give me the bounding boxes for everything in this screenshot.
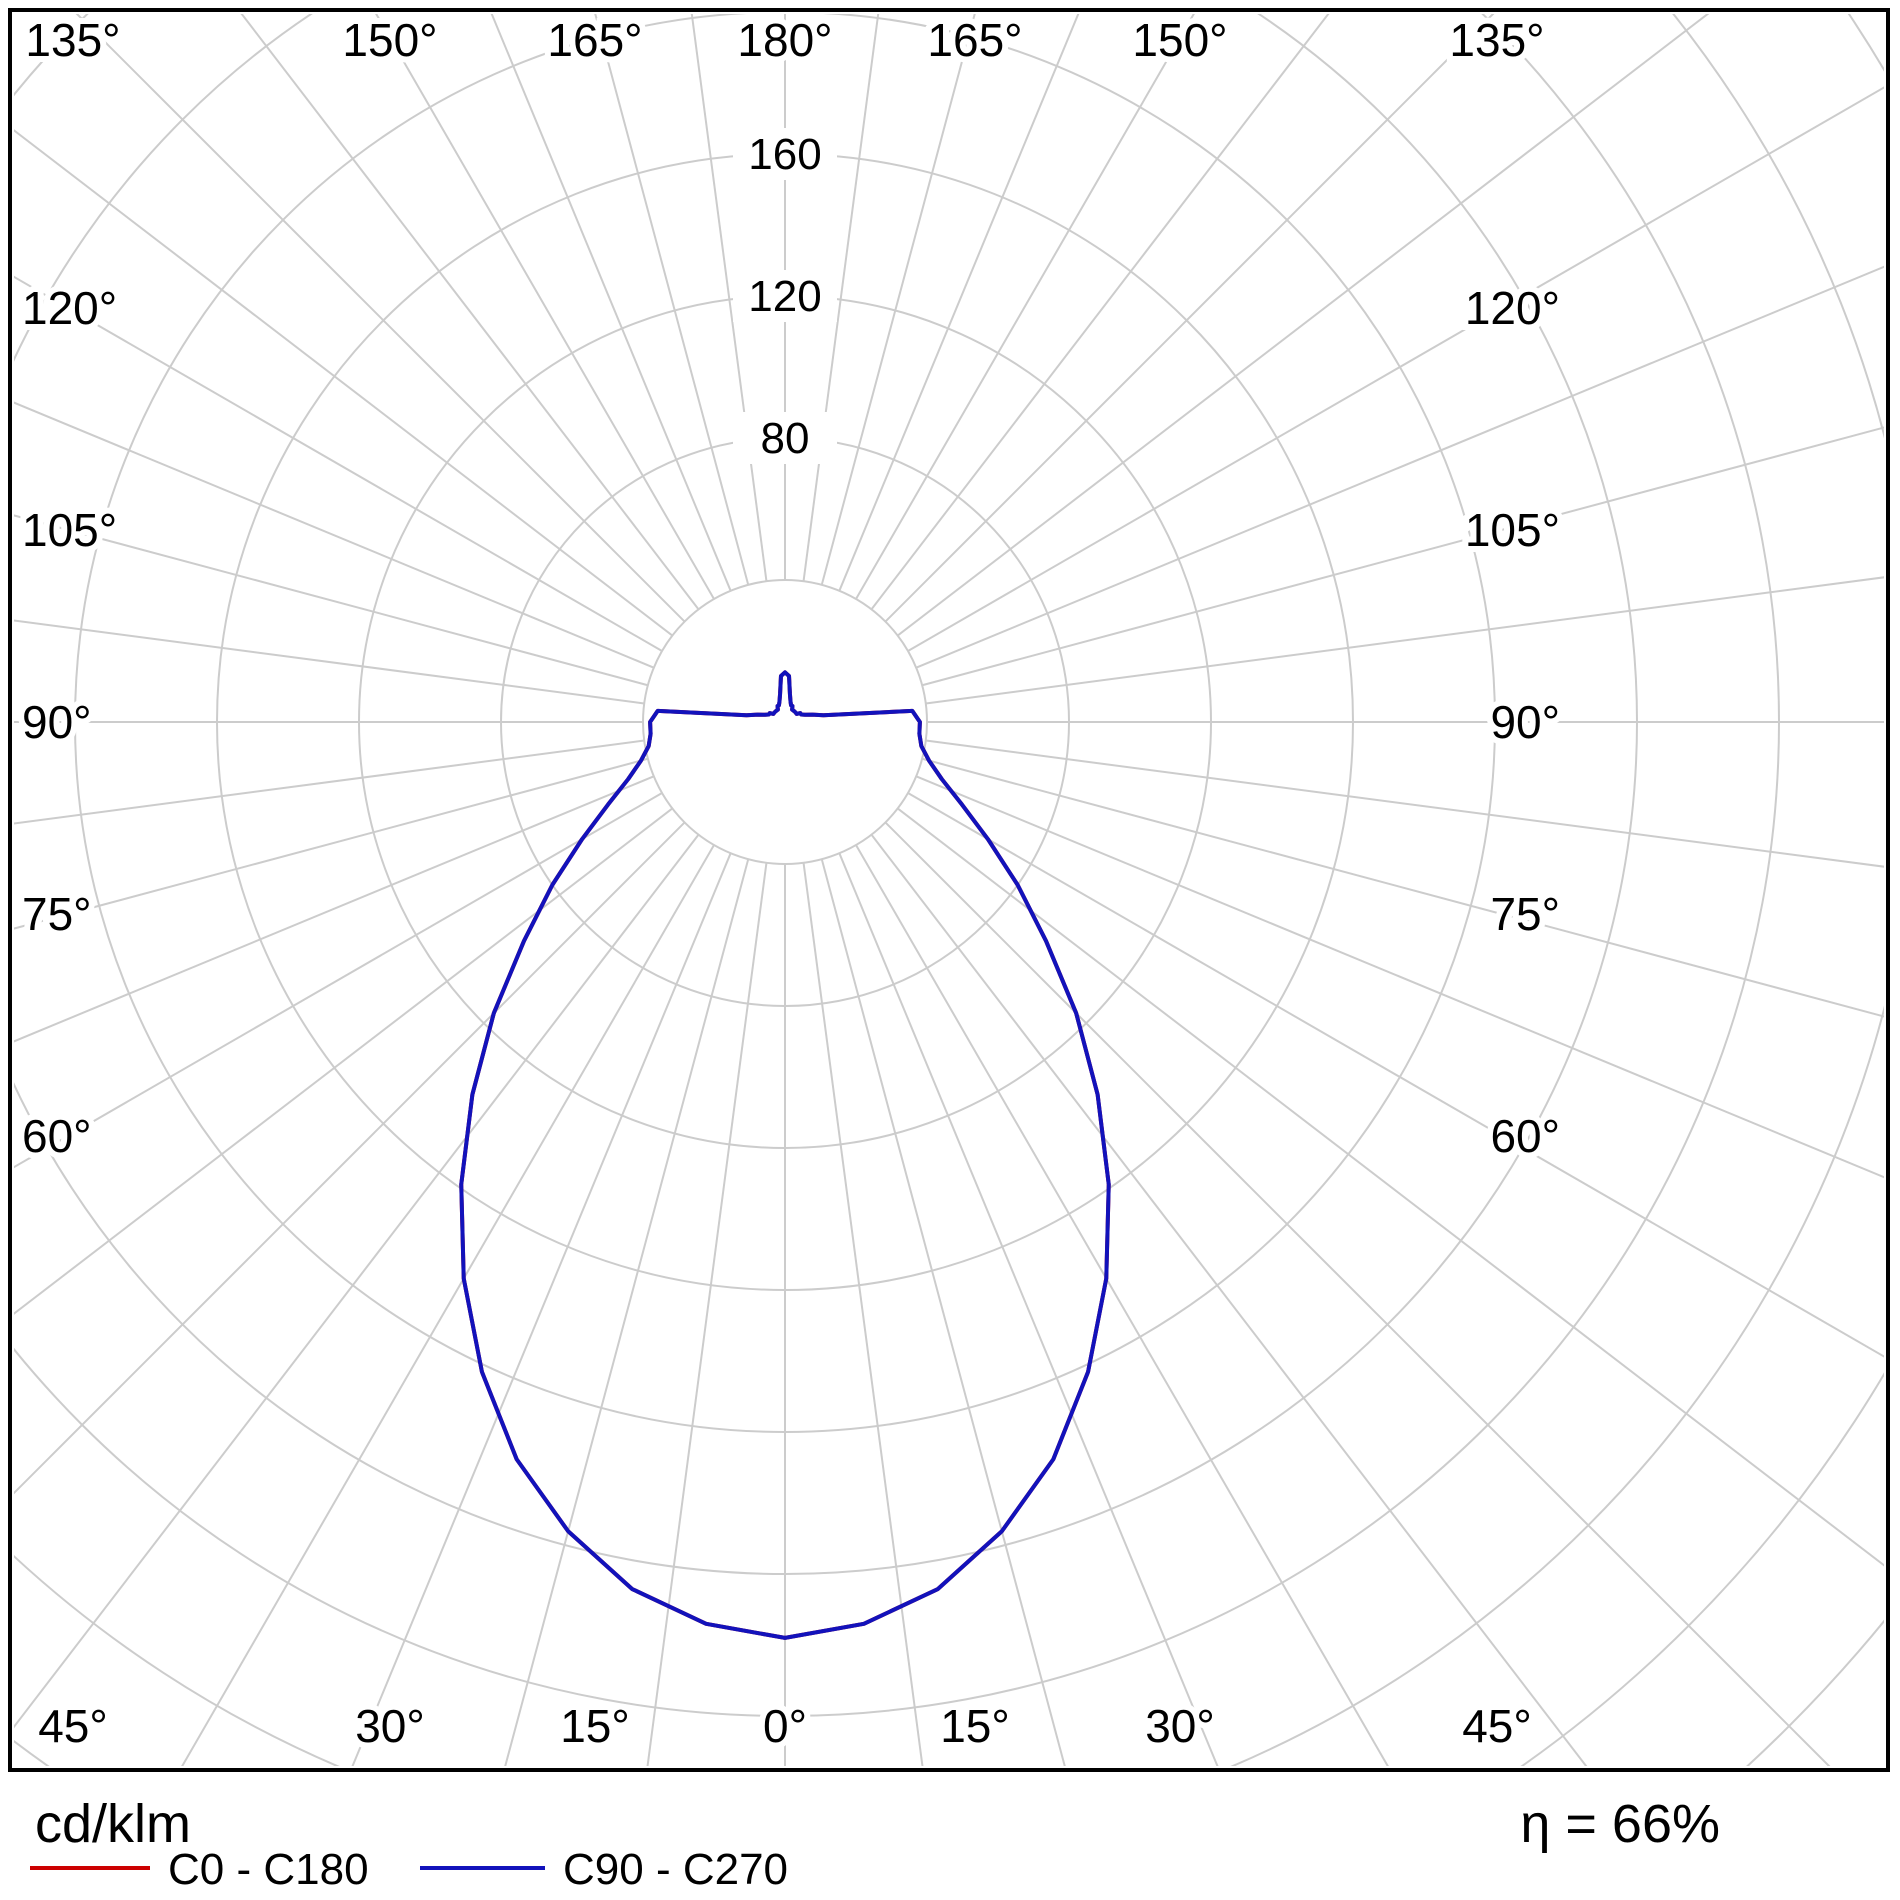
grid-ray	[802, 14, 880, 582]
efficiency-label: η = 66%	[1520, 1794, 1720, 1854]
grid-ray	[897, 14, 1710, 637]
grid-ray	[504, 858, 750, 1766]
grid-ray	[594, 14, 750, 586]
grid-ray	[14, 619, 645, 705]
angle-label: 150°	[1132, 14, 1227, 66]
angle-label: 180°	[737, 14, 832, 66]
grid-ray	[14, 757, 649, 930]
grid-ray	[14, 792, 663, 1169]
ring-label: 80	[761, 414, 810, 463]
angle-label: 150°	[342, 14, 437, 66]
grid-ray	[925, 576, 1884, 705]
angle-label: 165°	[927, 14, 1022, 66]
footer: cd/klm η = 66% C0 - C180 C90 - C270	[30, 1794, 1720, 1894]
angle-label: 60°	[22, 1110, 92, 1162]
ring-label-backing	[733, 270, 837, 322]
grid-ray	[14, 129, 673, 637]
grid-ray	[915, 265, 1884, 669]
grid-ray	[75, 14, 686, 623]
angle-label: 0°	[763, 1700, 807, 1752]
grid-ray	[870, 14, 1330, 610]
grid-ray	[240, 14, 700, 610]
grid-ray	[838, 852, 1219, 1766]
ring-labels: 80 120 160	[733, 128, 837, 464]
grid-ray	[915, 775, 1884, 1179]
legend-label-c0-c180: C0 - C180	[168, 1845, 369, 1894]
grid-ray	[897, 807, 1884, 1567]
grid-ray	[870, 834, 1588, 1766]
grid-ray	[14, 821, 686, 1495]
ring-label: 160	[748, 130, 821, 179]
legend-label-c90-c270: C90 - C270	[563, 1845, 788, 1894]
grid-ray	[14, 401, 655, 669]
grid-ray	[490, 14, 732, 592]
grid-ray	[690, 14, 768, 582]
grid-ray	[802, 862, 924, 1766]
units-label: cd/klm	[35, 1794, 191, 1854]
angle-label: 135°	[1449, 14, 1544, 66]
grid-ray	[921, 426, 1884, 687]
grid-ray	[646, 862, 768, 1766]
grid-ray	[855, 844, 1389, 1766]
angle-label: 15°	[940, 1700, 1010, 1752]
angle-label: 75°	[22, 888, 92, 940]
grid-ray	[907, 792, 1884, 1358]
grid-ray	[14, 275, 663, 652]
grid-ray	[838, 14, 1080, 592]
angle-label: 30°	[355, 1700, 425, 1752]
angle-label: 105°	[1465, 504, 1560, 556]
grid-ray	[855, 14, 1195, 600]
grid-ray	[14, 807, 673, 1315]
grid-ray	[14, 775, 655, 1043]
angle-label: 120°	[22, 282, 117, 334]
angle-label: 135°	[25, 14, 120, 66]
grid-ray	[921, 757, 1884, 1018]
angle-label: 30°	[1145, 1700, 1215, 1752]
angle-labels: 0° 15° 15° 30° 30° 45° 45° 60° 60° 75° 75° 90° 90° 10…	[16, 8, 1566, 1758]
angle-label: 90°	[1490, 696, 1560, 748]
ring-label-backing	[733, 128, 837, 180]
grid-ray	[884, 14, 1495, 623]
grid-ray	[14, 514, 649, 687]
grid-ray	[884, 821, 1831, 1766]
curve-c90-c270	[459, 670, 1111, 1640]
plot-frame	[8, 8, 1890, 1772]
angle-label: 45°	[38, 1700, 108, 1752]
grid-ray	[820, 858, 1066, 1766]
angle-label: 45°	[1462, 1700, 1532, 1752]
grid-ray	[907, 86, 1884, 652]
legend: C0 - C180 C90 - C270	[30, 1845, 788, 1894]
ring-label: 120	[748, 272, 821, 321]
grid-ray	[181, 844, 715, 1766]
angle-label: 165°	[547, 14, 642, 66]
angle-label: 15°	[560, 1700, 630, 1752]
angle-label: 105°	[22, 504, 117, 556]
grid-ray	[925, 739, 1884, 868]
angle-label: 120°	[1465, 282, 1560, 334]
grid-ray	[820, 14, 976, 586]
grid-ray	[14, 739, 645, 825]
ring-label-backing	[733, 412, 837, 464]
grid-ray	[351, 852, 732, 1766]
grid-ray	[375, 14, 715, 600]
angle-label: 60°	[1490, 1110, 1560, 1162]
angle-label: 75°	[1490, 888, 1560, 940]
angle-label: 90°	[22, 696, 92, 748]
grid-ray	[14, 834, 700, 1729]
